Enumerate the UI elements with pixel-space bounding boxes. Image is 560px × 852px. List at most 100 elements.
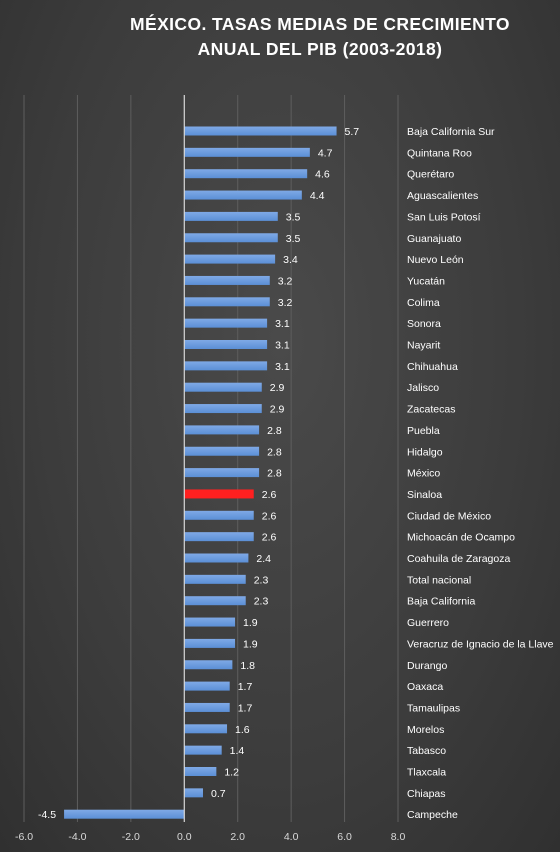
- chart-title: MÉXICO. TASAS MEDIAS DE CRECIMIENTO ANUA…: [80, 12, 560, 62]
- bar: [184, 617, 236, 627]
- bar: [184, 574, 246, 584]
- data-label: 3.1: [275, 340, 290, 352]
- bar: [184, 169, 308, 179]
- category-label: Colima: [407, 297, 440, 309]
- bar: [184, 404, 262, 414]
- category-label: Guerrero: [407, 617, 449, 629]
- x-tick-label: 6.0: [337, 831, 352, 843]
- data-label: 4.4: [310, 190, 325, 202]
- x-tick-label: -2.0: [122, 831, 140, 843]
- bar: [184, 275, 270, 285]
- bar: [184, 382, 262, 392]
- category-label: Coahuila de Zaragoza: [407, 553, 510, 565]
- data-label: 2.6: [262, 510, 277, 522]
- category-label: Campeche: [407, 809, 458, 821]
- bar: [184, 681, 230, 691]
- data-label: 2.9: [270, 404, 285, 416]
- bar: [184, 532, 254, 542]
- x-tick-label: 2.0: [230, 831, 245, 843]
- category-label: Total nacional: [407, 574, 471, 586]
- bar: [184, 468, 260, 478]
- category-label: Sinaloa: [407, 489, 442, 501]
- category-label: Querétaro: [407, 169, 454, 181]
- data-label: 1.6: [235, 724, 250, 736]
- x-tick-label: 8.0: [391, 831, 406, 843]
- category-label: Veracruz de Ignacio de la Llave: [407, 638, 554, 650]
- data-label: 2.9: [270, 382, 285, 394]
- bar: [184, 211, 278, 221]
- bar: [184, 724, 228, 734]
- category-label: Aguascalientes: [407, 190, 478, 202]
- category-label: México: [407, 468, 440, 480]
- category-label: Jalisco: [407, 382, 439, 394]
- data-label: 1.9: [243, 617, 258, 629]
- category-label: Baja California Sur: [407, 126, 495, 138]
- category-label: Nayarit: [407, 340, 440, 352]
- data-label: 3.2: [278, 275, 293, 287]
- bar: [184, 318, 268, 328]
- category-label: San Luis Potosí: [407, 211, 481, 223]
- data-label: 2.4: [256, 553, 271, 565]
- category-label: Ciudad de México: [407, 510, 491, 522]
- category-label: Guanajuato: [407, 233, 461, 245]
- bar: [184, 553, 249, 563]
- category-label: Morelos: [407, 724, 444, 736]
- category-label: Yucatán: [407, 275, 445, 287]
- data-label: 5.7: [345, 126, 360, 138]
- category-label: Sonora: [407, 318, 441, 330]
- category-label: Nuevo León: [407, 254, 464, 266]
- data-label: 3.1: [275, 318, 290, 330]
- category-label: Quintana Roo: [407, 147, 472, 159]
- data-label: 2.3: [254, 574, 269, 586]
- bar: [184, 745, 222, 755]
- category-label: Tabasco: [407, 745, 446, 757]
- bars: [64, 126, 337, 819]
- chart-title-line-1: MÉXICO. TASAS MEDIAS DE CRECIMIENTO: [130, 14, 510, 34]
- bar: [184, 425, 260, 435]
- bar: [64, 809, 185, 819]
- category-label: Puebla: [407, 425, 440, 437]
- category-label: Baja California: [407, 596, 475, 608]
- bar: [184, 596, 246, 606]
- data-label: 2.6: [262, 532, 277, 544]
- category-label: Hidalgo: [407, 446, 443, 458]
- category-label: Tlaxcala: [407, 767, 446, 779]
- data-label: 1.8: [240, 660, 255, 672]
- category-label: Tamaulipas: [407, 702, 460, 714]
- data-label: 2.8: [267, 468, 282, 480]
- x-tick-label: -4.0: [68, 831, 86, 843]
- bar: [184, 147, 310, 157]
- x-tick-label: 0.0: [177, 831, 192, 843]
- category-label: Durango: [407, 660, 447, 672]
- data-label: 3.2: [278, 297, 293, 309]
- bar: [184, 788, 203, 798]
- data-label: 2.3: [254, 596, 269, 608]
- bar: [184, 767, 217, 776]
- bar: [184, 660, 233, 670]
- gridlines: [23, 95, 399, 822]
- x-axis-tick-labels: -6.0 -4.0 -2.0 0.0 2.0 4.0 6.0 8.0: [15, 831, 405, 843]
- bar: [184, 446, 260, 456]
- data-label: 4.6: [315, 169, 330, 181]
- data-label: 2.8: [267, 446, 282, 458]
- bar: [184, 254, 276, 264]
- data-label: 1.7: [238, 681, 253, 693]
- category-label: Oaxaca: [407, 681, 443, 693]
- data-label: 3.5: [286, 211, 301, 223]
- category-label: Michoacán de Ocampo: [407, 532, 515, 544]
- bar: [184, 297, 270, 307]
- x-tick-label: -6.0: [15, 831, 33, 843]
- category-label: Chiapas: [407, 788, 446, 800]
- data-label: -4.5: [38, 809, 56, 821]
- bar: [184, 340, 268, 349]
- data-label: 1.4: [230, 745, 245, 757]
- bar: [184, 233, 278, 243]
- data-label: 3.1: [275, 361, 290, 373]
- bar: [184, 126, 337, 136]
- bar: [184, 190, 302, 200]
- data-labels: 5.7 4.7 4.6 4.4 3.5 3.5 3.4 3.2 3.2 3.1 3.1 3.1 2.9 2…: [38, 126, 359, 821]
- data-label: 1.9: [243, 638, 258, 650]
- data-label: 2.6: [262, 489, 277, 501]
- chart-title-line-2: ANUAL DEL PIB (2003-2018): [197, 39, 443, 59]
